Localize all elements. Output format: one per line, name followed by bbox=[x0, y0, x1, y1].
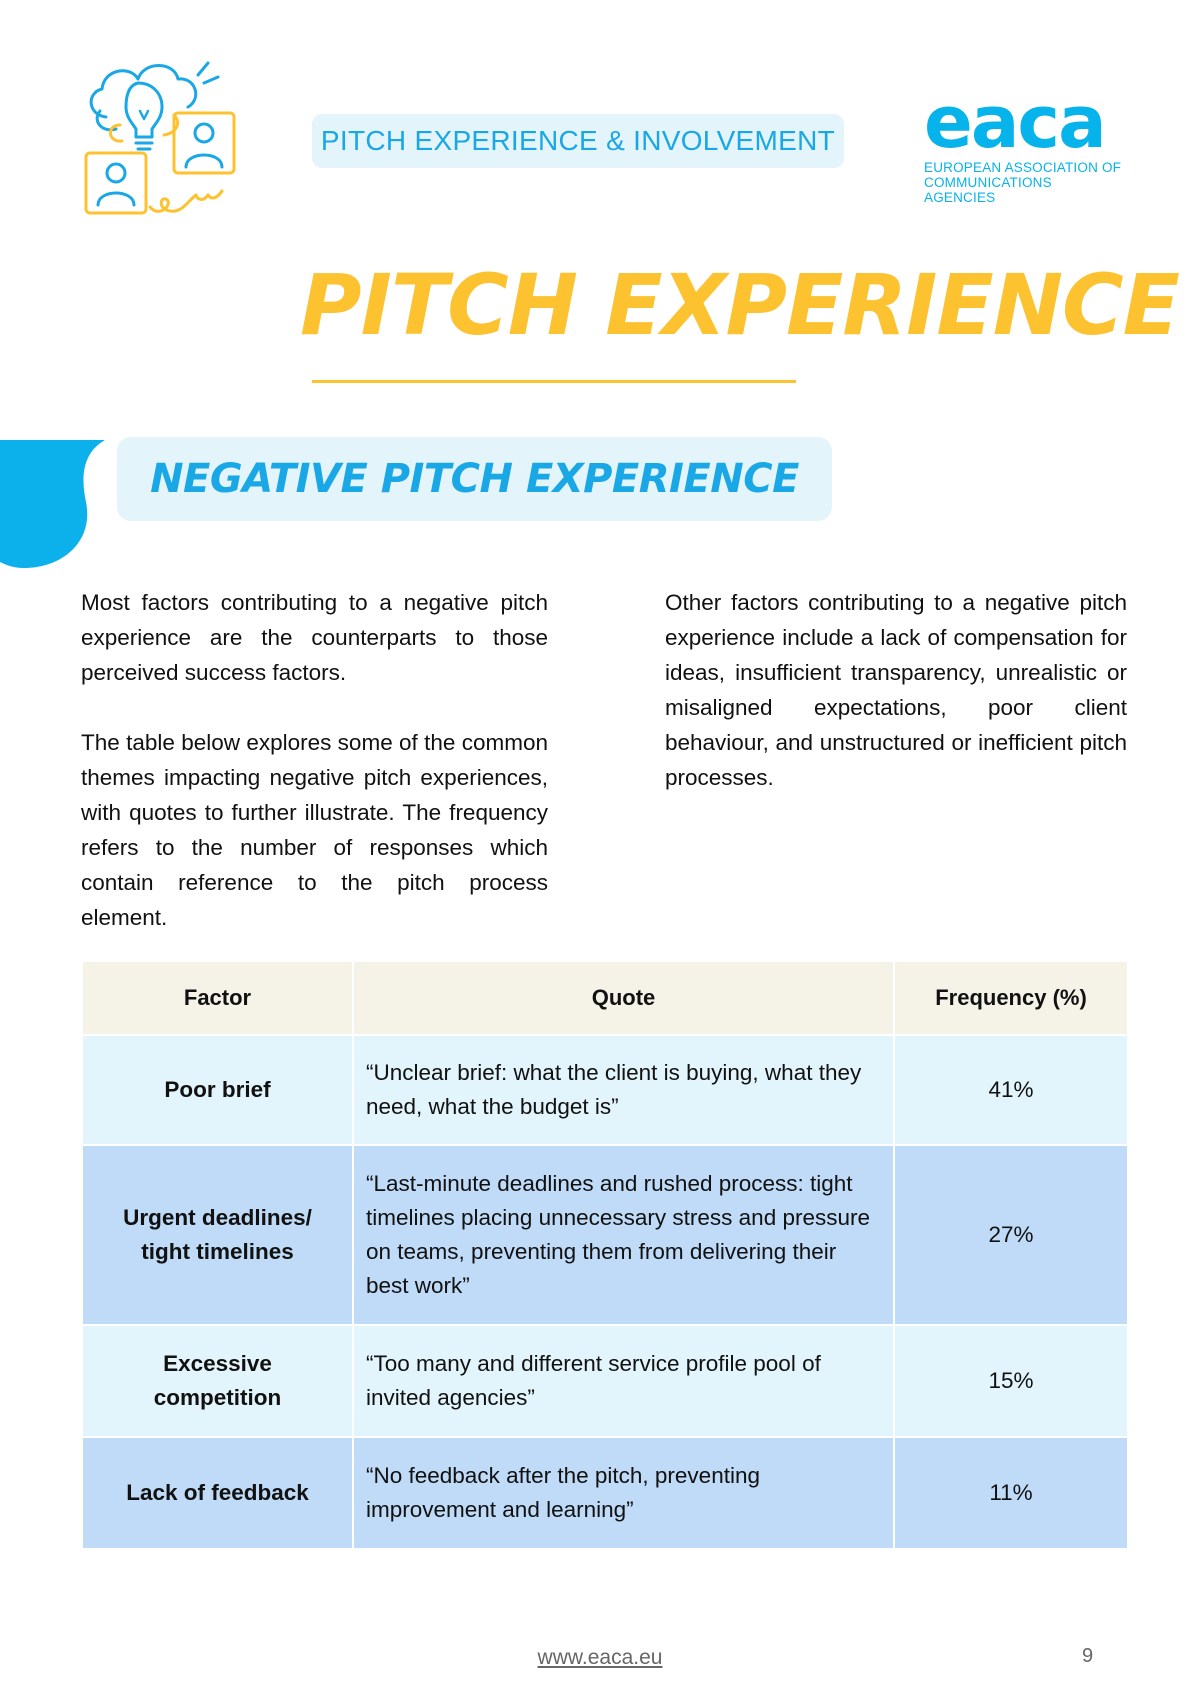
frequency-cell: 27% bbox=[893, 1144, 1129, 1326]
logo-subtitle-line-2: COMMUNICATIONS AGENCIES bbox=[924, 175, 1052, 205]
intro-left-column: Most factors contributing to a negative … bbox=[81, 585, 548, 935]
quote-cell: “Too many and different service profile … bbox=[352, 1324, 895, 1438]
intro-paragraph-2: The table below explores some of the com… bbox=[81, 730, 548, 930]
logo-subtitle: EUROPEAN ASSOCIATION OF COMMUNICATIONS A… bbox=[924, 160, 1124, 205]
quote-cell: “Last-minute deadlines and rushed proces… bbox=[352, 1144, 895, 1326]
factor-cell: Poor brief bbox=[81, 1034, 354, 1146]
lightbulb-people-icon bbox=[84, 61, 236, 215]
website-link[interactable]: www.eaca.eu bbox=[537, 1646, 663, 1669]
section-label: PITCH EXPERIENCE & INVOLVEMENT bbox=[312, 114, 844, 168]
table-row: Urgent deadlines/ tight timelines “Last-… bbox=[81, 1144, 1129, 1326]
quote-cell: “No feedback after the pitch, preventing… bbox=[352, 1436, 895, 1550]
frequency-cell: 41% bbox=[893, 1034, 1129, 1146]
page-title: PITCH EXPERIENCE bbox=[300, 256, 1180, 354]
section-heading: NEGATIVE PITCH EXPERIENCE bbox=[117, 437, 832, 521]
column-header-frequency: Frequency (%) bbox=[893, 960, 1129, 1036]
title-divider bbox=[312, 380, 796, 383]
intro-right-column: Other factors contributing to a negative… bbox=[665, 585, 1127, 795]
factor-cell: Lack of feedback bbox=[81, 1436, 354, 1550]
table-row: Poor brief “Unclear brief: what the clie… bbox=[81, 1034, 1129, 1146]
page-number: 9 bbox=[1082, 1645, 1094, 1667]
section-heading-text: NEGATIVE PITCH EXPERIENCE bbox=[150, 456, 799, 502]
table-row: Lack of feedback “No feedback after the … bbox=[81, 1436, 1129, 1550]
table-row: Excessive competition “Too many and diff… bbox=[81, 1324, 1129, 1438]
logo-subtitle-line-1: EUROPEAN ASSOCIATION OF bbox=[924, 160, 1122, 175]
intro-paragraph-3: Other factors contributing to a negative… bbox=[665, 590, 1127, 790]
eaca-logo: eaca EUROPEAN ASSOCIATION OF COMMUNICATI… bbox=[924, 80, 1124, 205]
factor-cell: Urgent deadlines/ tight timelines bbox=[81, 1144, 354, 1326]
table-header-row: Factor Quote Frequency (%) bbox=[81, 960, 1129, 1036]
frequency-cell: 11% bbox=[893, 1436, 1129, 1550]
logo-wordmark: eaca bbox=[924, 80, 1107, 164]
quote-cell: “Unclear brief: what the client is buyin… bbox=[352, 1034, 895, 1146]
column-header-factor: Factor bbox=[81, 960, 354, 1036]
intro-paragraph-1: Most factors contributing to a negative … bbox=[81, 590, 548, 685]
factor-cell: Excessive competition bbox=[81, 1324, 354, 1438]
frequency-cell: 15% bbox=[893, 1324, 1129, 1438]
negative-factors-table: Factor Quote Frequency (%) Poor brief “U… bbox=[81, 960, 1129, 1550]
column-header-quote: Quote bbox=[352, 960, 895, 1036]
speech-bubble-decoration bbox=[0, 440, 105, 568]
